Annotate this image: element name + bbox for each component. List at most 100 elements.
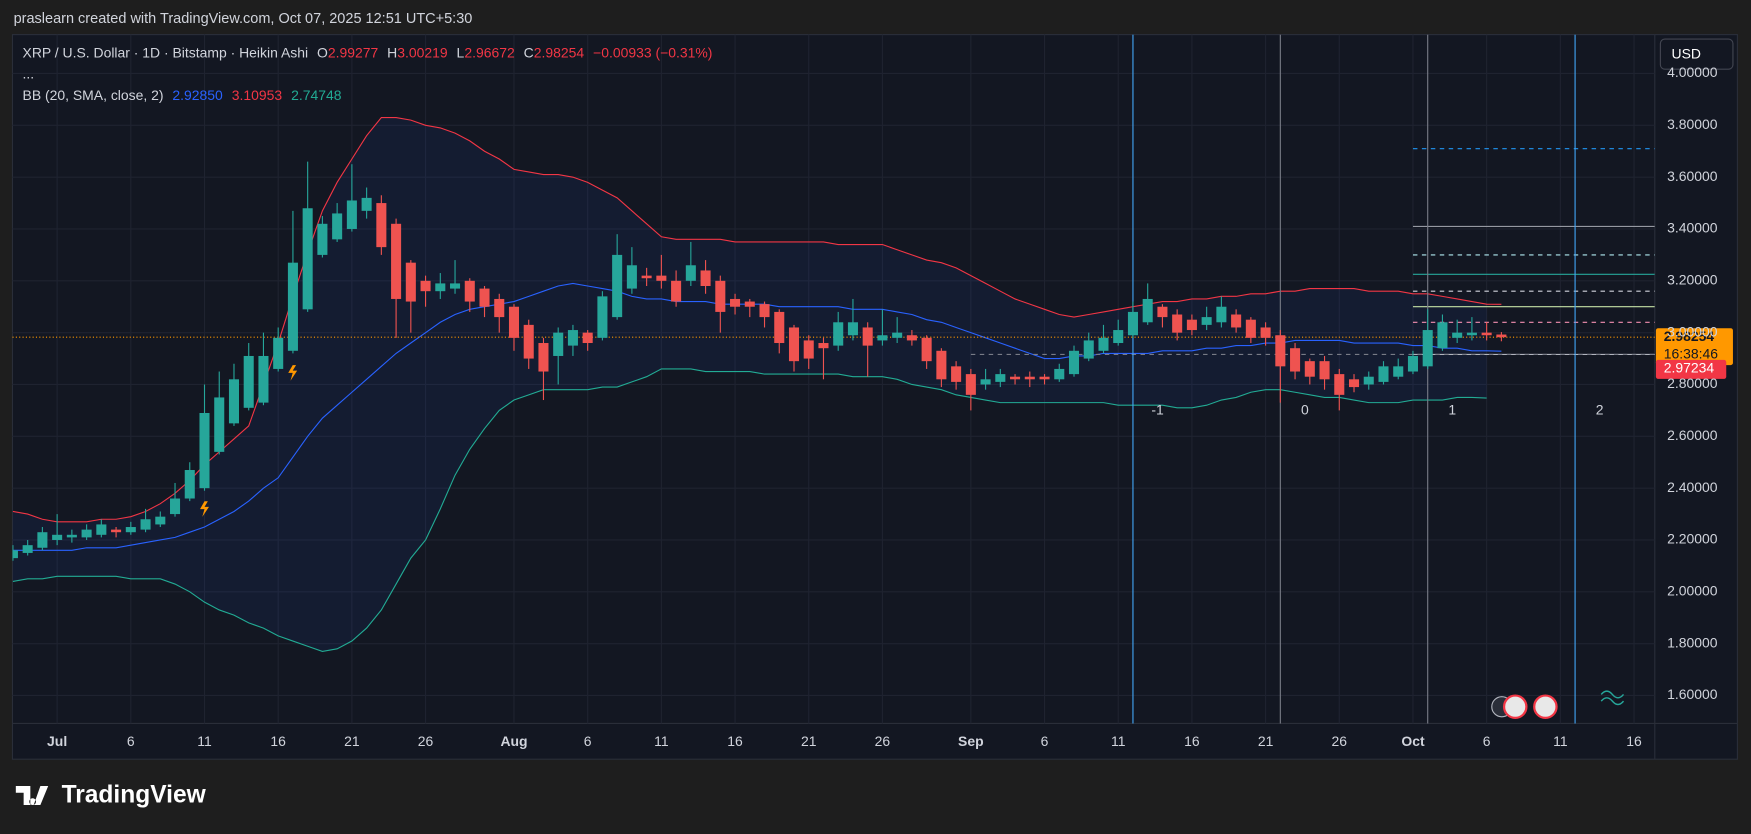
candle-body: [1172, 314, 1183, 333]
candle-body: [302, 208, 313, 310]
candle-body: [685, 265, 696, 281]
candle-body: [847, 322, 858, 336]
legend-label: L: [457, 44, 465, 60]
candle-body: [155, 516, 166, 525]
candle-body: [125, 527, 136, 533]
band-line: [12, 282, 1502, 551]
candle-body: [1437, 322, 1448, 349]
time-zone-label: -1: [1151, 402, 1164, 418]
candle-body: [317, 223, 328, 255]
y-tick-label: 1.60000: [1667, 686, 1718, 702]
candle-body: [1290, 348, 1301, 372]
logo-text: TradingView: [62, 782, 207, 809]
candle-body: [1422, 330, 1433, 367]
logo-icon: [15, 785, 49, 805]
flag-icon[interactable]: [1502, 694, 1528, 720]
candle-body: [479, 288, 490, 307]
legend-value: 2.99277: [328, 44, 379, 60]
candle-body: [376, 203, 387, 248]
candle-body: [818, 343, 829, 349]
x-tick-label: 11: [1111, 733, 1126, 749]
candle-body: [361, 197, 372, 211]
x-tick-label: 26: [875, 733, 891, 749]
flag-icon[interactable]: [1533, 694, 1558, 720]
candle-body: [567, 330, 578, 346]
candle-body: [287, 262, 298, 351]
y-tick-label: 3.80000: [1667, 116, 1718, 132]
x-tick-label: 16: [727, 733, 743, 749]
candle-body: [803, 340, 814, 359]
candle-body: [936, 350, 947, 380]
candle-body: [494, 298, 505, 318]
candle-body: [582, 332, 593, 344]
more-indicator[interactable]: ...: [23, 65, 35, 81]
candle-body: [612, 254, 623, 318]
candle-body: [214, 397, 225, 452]
candle-body: [921, 337, 932, 362]
footer-logo: TradingView: [15, 782, 207, 809]
x-tick-label: 16: [1626, 733, 1642, 749]
y-tick-label: 2.20000: [1667, 531, 1718, 547]
y-tick-label: 2.80000: [1667, 375, 1718, 391]
legend: XRP / U.S. Dollar · 1D · Bitstamp · Heik…: [23, 44, 713, 60]
candle-body: [1216, 306, 1227, 323]
candle-body: [877, 335, 888, 341]
candle-body: [906, 335, 917, 341]
candle-body: [1275, 335, 1286, 367]
candle-body: [656, 275, 667, 281]
candle-body: [37, 532, 48, 548]
candle-body: [464, 280, 475, 302]
candle-body: [1245, 319, 1256, 338]
event-icon[interactable]: [1600, 690, 1625, 706]
x-tick-label: 11: [654, 733, 669, 749]
y-tick-label: 3.40000: [1667, 220, 1718, 236]
candle-body: [170, 498, 181, 515]
header: praslearn created with TradingView.com, …: [14, 11, 473, 27]
y-tick-label: 3.20000: [1667, 272, 1718, 288]
candle-body: [951, 366, 962, 382]
y-tick-label: 3.60000: [1667, 168, 1718, 184]
currency-button[interactable]: [1659, 38, 1734, 70]
candle-body: [774, 311, 785, 344]
x-tick-label: 11: [197, 733, 212, 749]
last-price-box: [1655, 328, 1733, 366]
candle-body: [405, 262, 416, 302]
candle-body: [833, 322, 844, 346]
candle-body: [1054, 368, 1065, 380]
candle-body: [52, 534, 63, 540]
candle-body: [81, 529, 92, 538]
candle-body: [1068, 350, 1080, 375]
y-tick-label: 2.00000: [1667, 583, 1718, 599]
y-tick-label: 3.00000: [1667, 323, 1718, 339]
candle-body: [1452, 332, 1463, 338]
candle-body: [715, 280, 726, 312]
event-icon: [200, 501, 209, 517]
legend-label: H: [387, 44, 397, 60]
candle-body: [258, 355, 269, 403]
prev-close-label: 2.97234: [1664, 360, 1715, 376]
legend-value: 3.00219: [397, 44, 448, 60]
countdown-label: 16:38:46: [1664, 346, 1719, 362]
candle-body: [597, 296, 608, 338]
legend-label: O: [317, 44, 328, 60]
candle-body: [1348, 379, 1360, 388]
candle-body: [1378, 366, 1389, 382]
candle-body: [1010, 376, 1021, 380]
grid: [12, 34, 1655, 724]
candle-body: [759, 304, 770, 318]
candle-body: [96, 524, 107, 535]
candle-body: [1496, 334, 1507, 338]
x-tick-label: 26: [1332, 733, 1348, 749]
candle-body: [671, 280, 682, 302]
candle-body: [1201, 317, 1212, 325]
candle-body: [22, 545, 33, 553]
candle-body: [243, 355, 254, 408]
candle-body: [199, 412, 210, 489]
indicator-legend: BB (20, SMA, close, 2) 2.92850 3.10953 2.74…: [23, 87, 342, 103]
candle-body: [1363, 376, 1374, 385]
x-tick-label: Jul: [47, 733, 67, 749]
symbol-title: XRP / U.S. Dollar · 1D · Bitstamp · Heik…: [23, 44, 309, 60]
candle-body: [12, 550, 18, 559]
time-zone-label: 1: [1448, 402, 1456, 418]
x-tick-label: Oct: [1401, 733, 1425, 749]
